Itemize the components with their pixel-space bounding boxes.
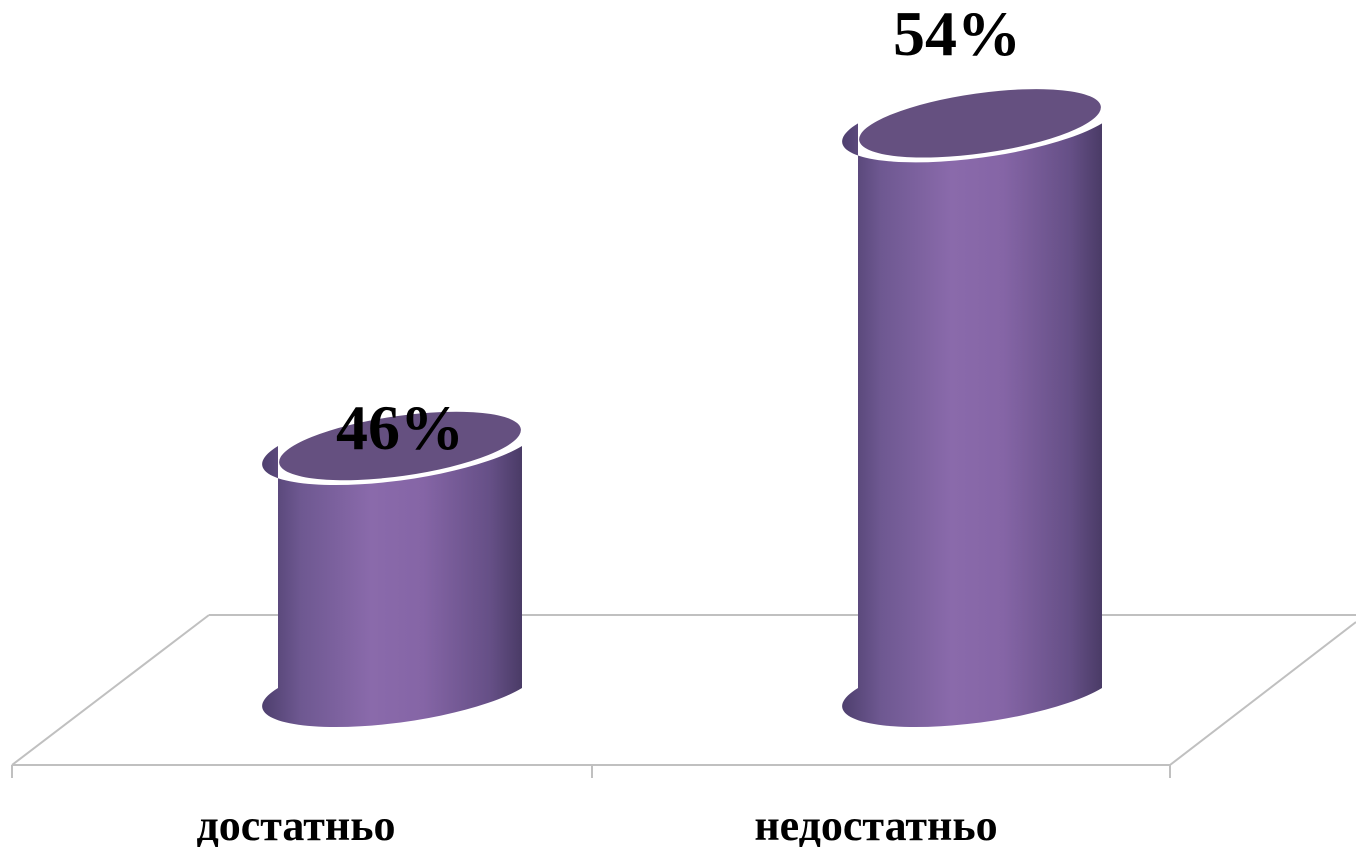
chart-floor (11, 614, 1356, 778)
floor-right-edge (1169, 621, 1356, 766)
bar-top (859, 89, 1101, 158)
x-tick-label: достатньо (196, 801, 395, 847)
bar-body (262, 446, 522, 728)
floor-left-edge (11, 614, 210, 766)
x-tick-label: недостатньо (754, 801, 997, 847)
bars-group (262, 89, 1102, 728)
bar-top (279, 411, 521, 481)
data-label: 54% (893, 0, 1021, 69)
bar-body (842, 123, 1102, 728)
data-label: 46% (336, 392, 464, 463)
bar-cylinder (262, 411, 522, 728)
labels-group: 46% 54% достатньо недостатньо (196, 0, 1021, 847)
bar-cylinder (842, 89, 1102, 728)
